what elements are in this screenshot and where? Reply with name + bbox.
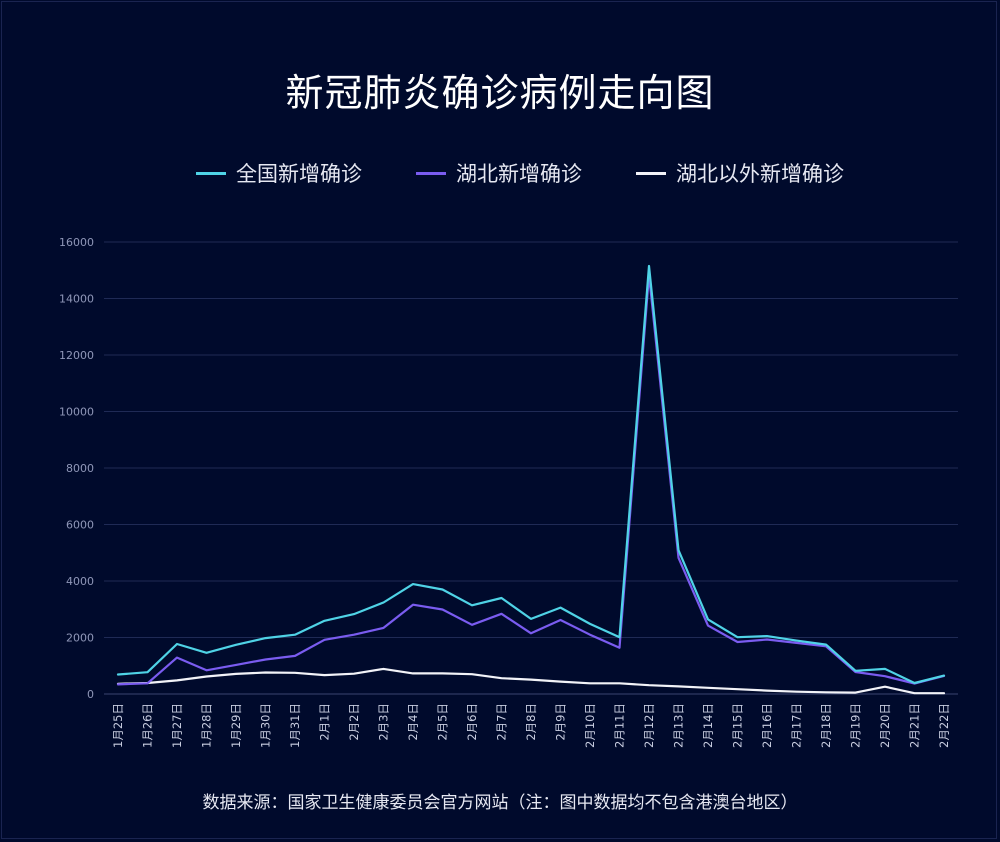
x-tick-label: 1月25日	[111, 703, 125, 748]
series-line-1	[116, 273, 946, 686]
chart-legend: 全国新增确诊 湖北新增确诊 湖北以外新增确诊	[0, 158, 1000, 190]
x-tick-label: 2月5日	[436, 703, 450, 741]
y-tick-label: 12000	[59, 349, 94, 362]
y-tick-label: 8000	[66, 462, 94, 475]
x-tick-label: 2月20日	[878, 703, 892, 748]
x-tick-label: 2月3日	[377, 703, 391, 741]
x-tick-label: 2月2日	[347, 703, 361, 741]
legend-swatch-hubei	[416, 171, 446, 175]
x-tick-label: 2月14日	[701, 703, 715, 748]
x-tick-label: 1月26日	[141, 703, 155, 748]
y-tick-label: 14000	[59, 293, 94, 306]
x-tick-label: 2月7日	[495, 703, 509, 741]
series-line-2	[116, 667, 946, 695]
x-tick-label: 2月21日	[908, 703, 922, 748]
series-line-0	[116, 264, 946, 685]
x-tick-label: 1月27日	[170, 703, 184, 748]
y-tick-label: 4000	[66, 575, 94, 588]
legend-swatch-outside-hubei	[636, 171, 666, 175]
x-tick-label: 2月16日	[760, 703, 774, 748]
legend-label-outside-hubei: 湖北以外新增确诊	[676, 162, 844, 186]
x-tick-label: 2月1日	[318, 703, 332, 741]
legend-label-national: 全国新增确诊	[236, 162, 362, 186]
y-tick-label: 10000	[59, 406, 94, 419]
x-tick-label: 2月8日	[524, 703, 538, 741]
chart-title: 新冠肺炎确诊病例走向图	[285, 71, 715, 115]
legend-item-national: 全国新增确诊	[196, 158, 362, 188]
legend-item-hubei: 湖北新增确诊	[416, 158, 582, 188]
x-tick-label: 2月10日	[583, 703, 597, 748]
x-tick-label: 2月9日	[554, 703, 568, 741]
x-tick-label: 1月28日	[200, 703, 214, 748]
x-tick-label: 2月19日	[849, 703, 863, 748]
y-tick-label: 2000	[66, 632, 94, 645]
y-tick-label: 6000	[66, 519, 94, 532]
x-tick-label: 2月12日	[642, 703, 656, 748]
x-tick-label: 2月18日	[819, 703, 833, 748]
x-tick-label: 2月11日	[613, 703, 627, 748]
legend-item-outside-hubei: 湖北以外新增确诊	[636, 158, 844, 188]
x-tick-label: 2月17日	[790, 703, 804, 748]
y-tick-label: 16000	[59, 236, 94, 249]
y-tick-label: 0	[87, 688, 94, 701]
legend-label-hubei: 湖北新增确诊	[456, 162, 582, 186]
x-tick-label: 1月30日	[259, 703, 273, 748]
x-tick-label: 1月29日	[229, 703, 243, 748]
x-tick-label: 1月31日	[288, 703, 302, 748]
x-tick-label: 2月6日	[465, 703, 479, 741]
x-tick-label: 2月22日	[937, 703, 951, 748]
x-tick-label: 2月13日	[672, 703, 686, 748]
legend-swatch-national	[196, 171, 226, 175]
x-tick-label: 2月15日	[731, 703, 745, 748]
source-note: 数据来源：国家卫生健康委员会官方网站（注：图中数据均不包含港澳台地区）	[202, 793, 798, 813]
x-tick-label: 2月4日	[406, 703, 420, 741]
